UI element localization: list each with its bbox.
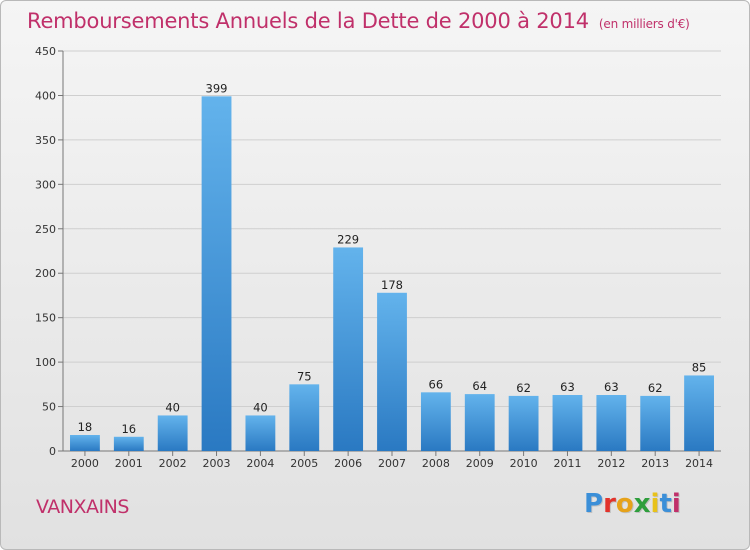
x-tick-label: 2009 [466,457,494,470]
bar[interactable] [113,436,144,451]
logo-letter: i [650,489,660,519]
bar-value-label: 18 [78,420,93,434]
x-tick-label: 2004 [246,457,274,470]
bar[interactable] [552,395,583,451]
x-tick-label: 2006 [334,457,362,470]
y-tick-label: 50 [42,401,56,414]
bar-value-label: 399 [206,81,228,95]
logo-letter: x [633,489,651,519]
x-tick-label: 2012 [597,457,625,470]
x-tick-label: 2011 [553,457,581,470]
logo-letter: i [671,489,681,519]
bar-value-label: 16 [121,422,136,436]
bar-value-label: 40 [253,400,268,414]
bar[interactable] [201,96,232,451]
bar-value-label: 66 [429,377,444,391]
x-tick-label: 2008 [422,457,450,470]
x-tick-label: 2002 [159,457,187,470]
bar[interactable] [640,395,671,451]
y-tick-label: 200 [35,267,56,280]
title-text: Remboursements Annuels de la Dette de 20… [27,9,589,33]
bar-value-label: 40 [165,400,180,414]
bar[interactable] [508,395,539,451]
logo-letter: o [615,489,634,519]
proxiti-logo[interactable]: Proxiti [584,489,681,519]
bar-value-label: 75 [297,369,312,383]
x-tick-label: 2003 [203,457,231,470]
logo-letter: r [603,489,616,519]
bar-value-label: 62 [516,381,531,395]
bar[interactable] [289,384,320,451]
bar[interactable] [333,247,364,451]
x-tick-label: 2014 [685,457,713,470]
bar[interactable] [464,394,495,451]
chart-title: Remboursements Annuels de la Dette de 20… [27,9,690,33]
bar-value-label: 64 [472,379,487,393]
bar-value-label: 85 [692,360,707,374]
bar-value-label: 62 [648,381,663,395]
logo-letter: t [659,489,672,519]
bar-value-label: 178 [381,278,403,292]
chart-subtitle: (en milliers d'€) [598,17,690,31]
x-tick-label: 2001 [115,457,143,470]
commune-name: VANXAINS [36,496,129,518]
x-tick-label: 2007 [378,457,406,470]
y-tick-label: 250 [35,223,56,236]
y-tick-label: 400 [35,89,56,102]
x-tick-label: 2010 [510,457,538,470]
y-tick-label: 300 [35,178,56,191]
bar-value-label: 229 [337,232,359,246]
y-tick-label: 450 [35,45,56,58]
y-tick-label: 150 [35,312,56,325]
y-tick-label: 350 [35,134,56,147]
x-tick-label: 2005 [290,457,318,470]
bar-value-label: 63 [560,380,575,394]
bar[interactable] [245,415,276,451]
bar[interactable] [70,435,100,451]
x-tick-label: 2000 [71,457,99,470]
x-tick-label: 2013 [641,457,669,470]
bar-value-label: 63 [604,380,619,394]
bar[interactable] [596,395,627,451]
y-tick-label: 0 [49,445,56,458]
bar[interactable] [684,375,714,451]
logo-letter: P [584,489,604,519]
bar[interactable] [420,392,451,451]
y-tick-label: 100 [35,356,56,369]
bar[interactable] [157,415,188,451]
bar[interactable] [377,292,407,451]
